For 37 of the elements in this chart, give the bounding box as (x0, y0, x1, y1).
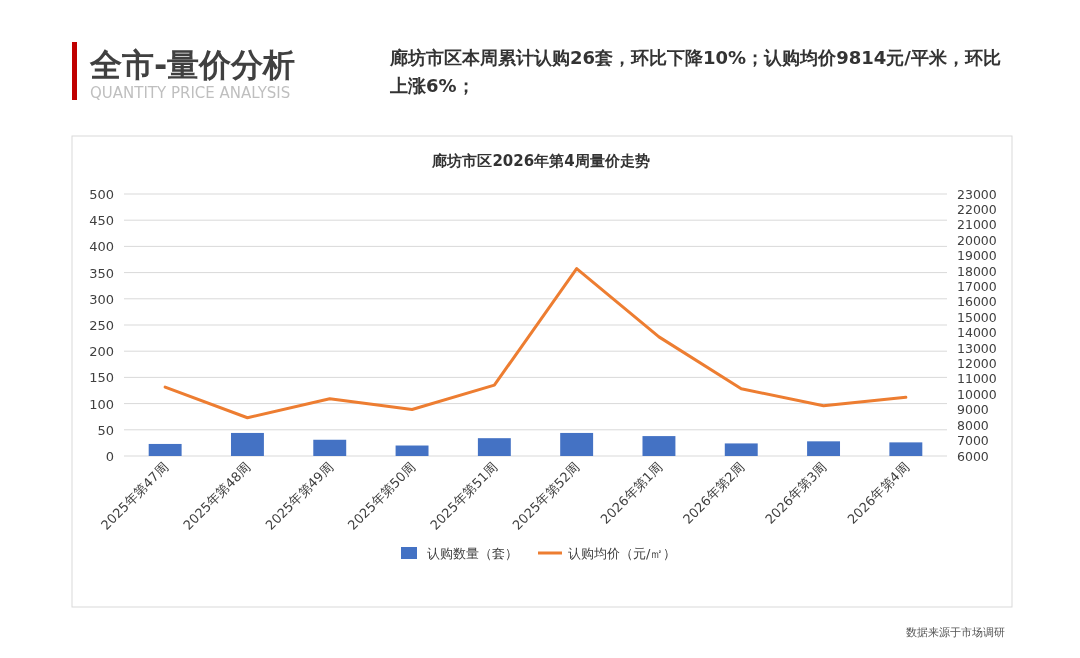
y-tick-label: 200 (89, 344, 114, 360)
y2-tick-label: 18000 (957, 263, 997, 279)
y2-tick-label: 22000 (957, 201, 997, 217)
y2-tick-label: 10000 (957, 386, 997, 402)
y2-tick-label: 11000 (957, 371, 997, 387)
y2-tick-label: 12000 (957, 356, 997, 372)
chart-title: 廊坊市区2026年第4周量价走势 (431, 152, 650, 170)
y-tick-label: 150 (89, 370, 114, 386)
y2-tick-label: 19000 (957, 248, 997, 264)
y-tick-label: 0 (105, 449, 114, 464)
legend-label: 认购数量（套） (427, 546, 518, 561)
y2-tick-label: 21000 (957, 217, 997, 233)
y2-tick-label: 17000 (957, 278, 997, 294)
text: 廊坊市区本周累计认购26套，环比下降10%；认购均价9814元/平米，环比上涨6%； (390, 46, 1002, 98)
text: 全市-量价分析 (89, 46, 296, 84)
y-tick-label: 250 (89, 318, 114, 333)
y2-tick-label: 7000 (957, 433, 989, 449)
y2-tick-label: 13000 (957, 340, 997, 356)
y-tick-label: 300 (89, 291, 114, 307)
line-series (163, 267, 908, 420)
y2-tick-label: 14000 (957, 325, 997, 341)
y2-tick-label: 8000 (957, 417, 989, 433)
y2-tick-label: 6000 (957, 448, 989, 464)
y-tick-label: 350 (89, 265, 114, 281)
y-tick-label: 450 (89, 213, 114, 229)
y2-tick-label: 9000 (957, 402, 989, 418)
text: QUANTITY PRICE ANALYSIS (90, 84, 291, 102)
y-tick-label: 100 (89, 396, 114, 412)
y-tick-label: 400 (89, 239, 114, 255)
y2-tick-label: 23000 (957, 186, 997, 202)
text: 数据来源于市场调研 (906, 626, 1005, 639)
y2-tick-label: 20000 (957, 232, 997, 248)
y2-tick-label: 16000 (957, 294, 997, 310)
legend-label: 认购均价（元/㎡） (568, 546, 677, 561)
y-tick-label: 500 (89, 187, 114, 202)
y-tick-label: 50 (97, 422, 114, 438)
y2-tick-label: 15000 (957, 309, 997, 325)
